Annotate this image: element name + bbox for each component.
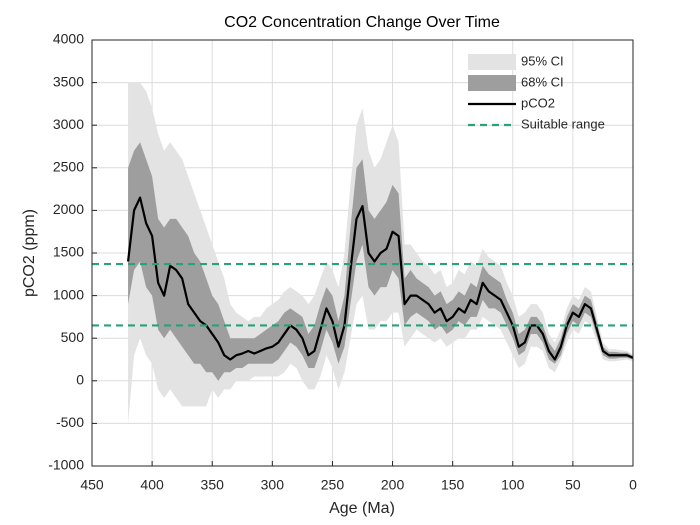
chart-title: CO2 Concentration Change Over Time [224,14,500,31]
x-tick-label: 250 [321,477,345,493]
x-axis-label: Age (Ma) [329,500,395,517]
y-tick-label: -1000 [48,457,84,473]
y-tick-label: 2500 [53,159,84,175]
plot-area [91,39,634,467]
x-tick-label: 450 [80,477,104,493]
line [126,196,634,361]
legend-label: Suitable range [521,116,605,131]
y-tick-label: 0 [76,372,84,388]
legend-swatch [468,75,516,91]
ci-band [128,142,634,381]
x-tick-label: 150 [441,477,465,493]
x-tick-label: 100 [501,477,525,493]
axes-frame [91,39,634,467]
x-tick-label: 50 [565,477,581,493]
legend-label: 95% CI [521,53,564,68]
legend-swatch [468,54,516,70]
y-tick-label: 3000 [53,116,84,132]
legend-label: 68% CI [521,74,564,89]
y-tick-label: -500 [56,414,84,430]
y-axis-label: pCO2 (ppm) [21,209,38,297]
x-tick-label: 400 [140,477,164,493]
y-tick-label: 500 [61,329,85,345]
x-tick-label: 350 [201,477,225,493]
x-tick-label: 200 [381,477,405,493]
x-tick-label: 300 [261,477,285,493]
y-tick-label: 2000 [53,201,84,217]
y-tick-label: 4000 [53,31,84,47]
legend-label: pCO2 [521,95,555,110]
x-tick-label: 0 [629,477,637,493]
y-tick-label: 1500 [53,244,84,260]
y-tick-label: 1000 [53,286,84,302]
y-tick-label: 3500 [53,73,84,89]
